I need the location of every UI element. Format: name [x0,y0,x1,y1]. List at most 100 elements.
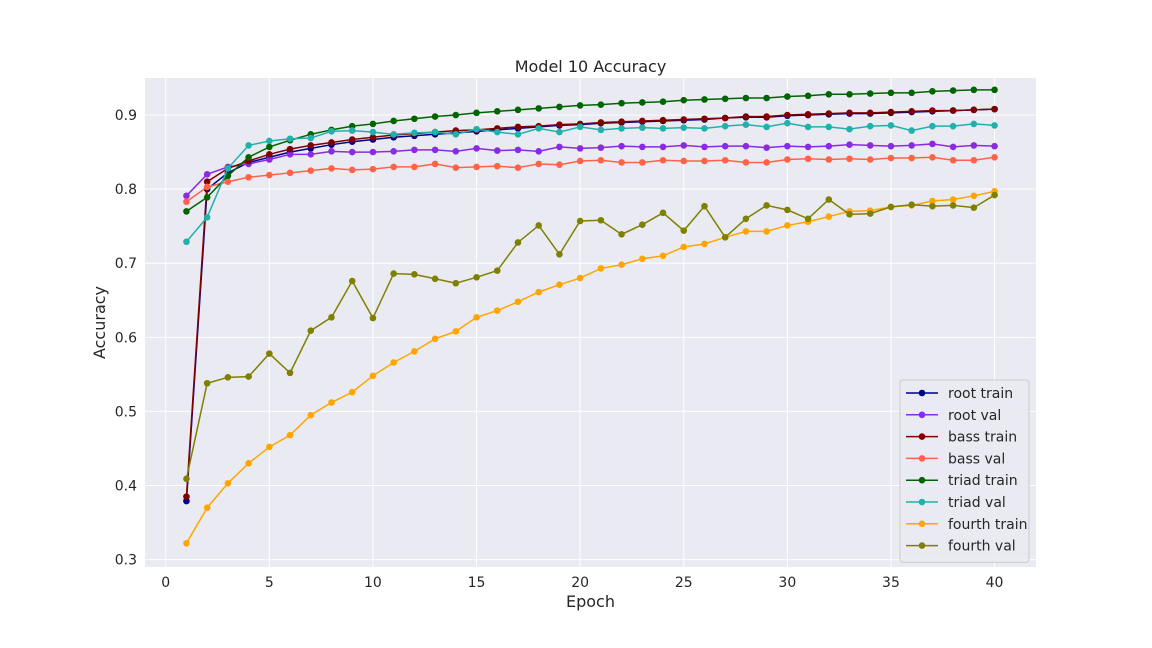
data-point-triad-train [266,143,273,151]
data-point-triad-val [597,126,605,134]
data-point-bass-train [784,111,791,119]
data-point-fourth-val [784,206,791,214]
y-tick-label: 0.8 [115,182,137,198]
legend-item-fourth-train: fourth train [906,517,1028,533]
data-point-triad-train [411,115,418,123]
x-tick-label: 5 [265,575,274,591]
data-point-bass-val [929,153,936,161]
data-point-bass-train [887,108,895,116]
data-point-root-val [348,148,356,156]
legend: root train root val bass train bass val tria… [899,379,1030,563]
data-point-bass-train [763,113,770,120]
data-point-triad-val [784,119,791,127]
data-point-bass-train [866,109,874,117]
data-point-triad-train [576,102,584,109]
series-line-triad-train [186,89,995,212]
data-point-fourth-val [597,216,605,224]
data-point-fourth-val [701,202,708,210]
data-point-triad-val [721,122,729,130]
data-point-bass-val [908,154,915,162]
data-point-triad-train [949,87,957,94]
data-point-fourth-val [286,369,294,377]
data-point-triad-train [680,96,688,104]
data-point-root-val [825,142,833,150]
data-point-bass-train [804,111,812,118]
series-line-root-val [185,143,995,197]
data-point-fourth-train [411,348,418,355]
series-line-bass-val [186,156,995,203]
data-point-triad-val [411,129,418,137]
legend-label: bass train [948,430,1017,446]
legend-item-bass-val: bass val [906,451,1005,467]
y-tick-label: 0.6 [115,330,137,346]
data-point-triad-train [908,89,915,97]
legend-item-triad-train: triad train [906,473,1018,489]
data-point-fourth-train [328,399,335,406]
data-point-root-val [742,142,750,150]
data-point-triad-val [970,120,978,128]
data-point-bass-train [266,151,273,158]
data-point-bass-train [348,136,356,143]
data-point-triad-train [804,92,812,100]
data-point-fourth-train [493,307,501,314]
tick-labels: 0 5 10 15 20 25 30 35 40 0.3 0.4 0.5 0.6 0.7 0.8 0.9 [115,108,1004,591]
data-point-bass-val [659,156,667,164]
x-tick-label: 10 [364,575,382,591]
x-tick-label: 30 [778,575,796,591]
data-point-triad-val [742,121,750,128]
legend-swatch-marker [918,542,926,549]
data-point-triad-val [224,165,232,172]
data-point-fourth-val [659,209,667,217]
data-point-fourth-train [763,228,770,235]
data-point-root-val [887,142,895,150]
data-point-fourth-val [266,350,273,357]
data-point-fourth-val [390,270,397,277]
data-point-root-val [514,146,522,154]
legend-label: bass val [948,451,1005,467]
data-point-bass-train [846,109,853,117]
data-point-root-val [556,143,563,151]
data-point-triad-train [639,99,646,106]
data-point-triad-val [929,122,936,130]
series-triad-val [183,119,998,246]
x-tick-label: 25 [675,575,693,591]
data-point-fourth-val [535,222,542,229]
legend-label: root train [948,386,1013,402]
data-point-fourth-val [742,215,750,223]
data-point-fourth-train [245,459,252,467]
legend-item-root-train: root train [906,386,1013,402]
series-line-fourth-train [185,190,995,544]
series-line-fourth-val [185,194,995,479]
series-triad-train [183,86,998,215]
data-point-bass-train [514,123,522,131]
data-point-root-val [183,192,190,200]
legend-label: triad val [948,495,1006,511]
data-point-fourth-train [266,443,273,451]
y-tick-label: 0.5 [115,404,137,420]
data-point-triad-train [721,95,729,103]
data-point-fourth-val [307,327,315,334]
data-point-bass-val [431,160,439,168]
legend-swatch-marker [918,411,926,419]
data-point-fourth-val [411,271,418,278]
data-point-bass-val [535,160,542,168]
data-point-triad-val [763,123,770,131]
data-point-root-val [804,143,812,151]
data-point-bass-train [618,118,625,126]
data-point-triad-train [203,193,211,201]
data-point-bass-train [949,107,957,114]
data-point-fourth-val [991,191,998,199]
data-point-bass-val [701,157,708,165]
data-point-bass-val [556,161,563,168]
legend-swatch-marker [918,520,926,528]
x-tick-label: 0 [161,575,170,591]
data-point-root-val [452,148,460,155]
data-point-triad-train [493,108,501,115]
x-tick-label: 15 [468,575,486,591]
data-point-fourth-val [245,373,252,380]
data-point-triad-train [763,94,770,102]
data-point-bass-train [556,121,563,128]
series-layer [183,86,998,547]
legend-swatch-marker [918,455,926,462]
